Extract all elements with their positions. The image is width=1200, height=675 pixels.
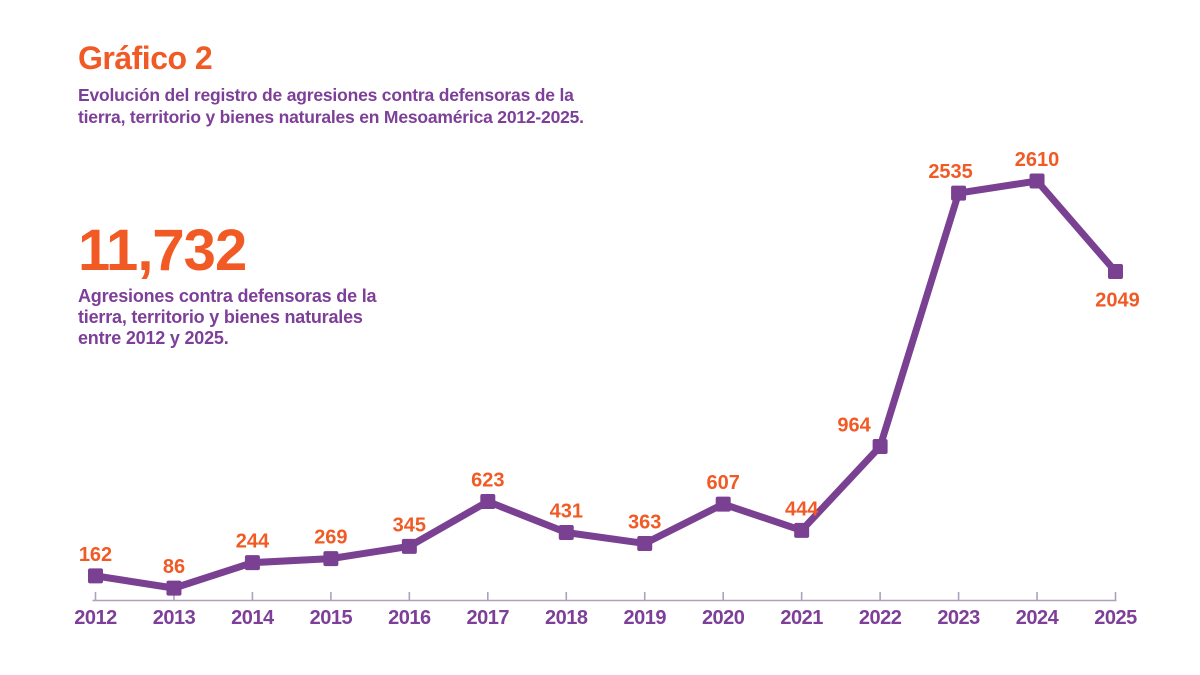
x-axis-label: 2021 xyxy=(780,607,823,629)
data-point-marker xyxy=(323,551,339,567)
chart-title: Gráfico 2 xyxy=(78,40,213,76)
data-point-label: 444 xyxy=(785,498,819,520)
data-point-marker xyxy=(558,524,574,540)
x-axis-label: 2014 xyxy=(231,607,275,629)
x-axis-label: 2024 xyxy=(1016,607,1060,629)
data-point-label: 2535 xyxy=(928,161,973,183)
data-point-marker xyxy=(794,522,810,538)
data-point-marker xyxy=(1029,173,1045,189)
total-stat-caption-line3: entre 2012 y 2025. xyxy=(78,328,229,348)
data-point-label: 2049 xyxy=(1095,289,1140,311)
data-point-label: 162 xyxy=(79,544,112,566)
data-point-marker xyxy=(637,535,653,551)
x-axis-label: 2017 xyxy=(467,607,510,629)
data-point-label: 269 xyxy=(314,527,347,549)
total-stat-caption-line1: Agresiones contra defensoras de la xyxy=(78,286,377,306)
data-point-marker xyxy=(401,538,417,554)
total-stat-value: 11,732 xyxy=(78,218,247,283)
data-point-marker xyxy=(244,555,260,571)
data-point-label: 2610 xyxy=(1015,149,1060,171)
chart-header: Gráfico 2 Evolución del registro de agre… xyxy=(78,40,584,128)
total-stat-caption: Agresiones contra defensoras de la tierra… xyxy=(78,286,377,349)
x-axis-label: 2013 xyxy=(153,607,196,629)
x-axis-label: 2020 xyxy=(702,607,745,629)
x-axis-label: 2025 xyxy=(1094,607,1137,629)
chart-subtitle: Evolución del registro de agresiones con… xyxy=(78,84,584,128)
x-axis-label: 2015 xyxy=(310,607,353,629)
x-axis-label: 2018 xyxy=(545,607,588,629)
x-axis-label: 2016 xyxy=(388,607,431,629)
chart-subtitle-line1: Evolución del registro de agresiones con… xyxy=(78,84,574,105)
data-point-marker xyxy=(480,494,496,510)
x-axis-label: 2012 xyxy=(74,607,117,629)
data-point-label: 86 xyxy=(163,556,185,578)
data-point-label: 345 xyxy=(393,514,426,536)
data-point-marker xyxy=(951,185,967,201)
data-point-marker xyxy=(1108,263,1123,279)
chart-subtitle-line2: tierra, territorio y bienes naturales en… xyxy=(78,106,584,127)
x-axis-label: 2022 xyxy=(859,607,902,629)
total-stat: 11,732 Agresiones contra defensoras de l… xyxy=(78,218,377,349)
data-point-marker xyxy=(872,439,888,455)
data-point-marker xyxy=(715,496,731,512)
x-axis-label: 2019 xyxy=(623,607,666,629)
data-point-marker xyxy=(88,568,103,584)
data-point-marker xyxy=(166,580,182,596)
data-point-label: 964 xyxy=(837,415,871,437)
x-axis-label: 2023 xyxy=(937,607,980,629)
data-point-label: 431 xyxy=(550,500,583,522)
data-point-label: 623 xyxy=(471,470,504,492)
total-stat-caption-line2: tierra, territorio y bienes naturales xyxy=(78,307,363,327)
data-point-label: 363 xyxy=(628,511,661,533)
data-line xyxy=(92,177,1119,592)
data-point-label: 244 xyxy=(236,531,270,553)
data-point-label: 607 xyxy=(707,472,740,494)
